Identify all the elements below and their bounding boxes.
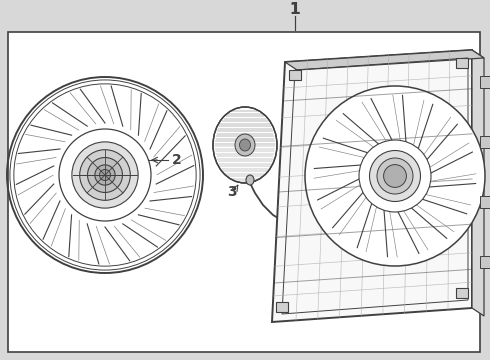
Circle shape: [377, 158, 413, 194]
Text: 3: 3: [227, 185, 237, 199]
Circle shape: [95, 165, 115, 185]
Polygon shape: [472, 50, 484, 316]
Bar: [276, 302, 288, 312]
Circle shape: [305, 86, 485, 266]
Bar: [8, 32, 480, 352]
Circle shape: [369, 150, 420, 202]
FancyBboxPatch shape: [288, 202, 318, 222]
Bar: [456, 288, 468, 298]
Circle shape: [359, 140, 431, 212]
Text: 1: 1: [290, 3, 300, 18]
Circle shape: [384, 165, 406, 188]
Circle shape: [99, 170, 111, 180]
Circle shape: [80, 150, 130, 200]
Polygon shape: [272, 50, 472, 322]
Bar: [456, 58, 468, 68]
Ellipse shape: [240, 139, 250, 151]
Circle shape: [72, 142, 138, 208]
Bar: [480, 76, 490, 88]
Circle shape: [15, 85, 195, 265]
Ellipse shape: [246, 175, 254, 185]
Bar: [480, 136, 490, 148]
Circle shape: [88, 158, 122, 193]
Ellipse shape: [235, 134, 255, 156]
Bar: [289, 70, 301, 80]
Circle shape: [59, 129, 151, 221]
Ellipse shape: [213, 107, 277, 183]
Text: 2: 2: [172, 153, 182, 167]
Bar: [480, 256, 490, 268]
Polygon shape: [285, 50, 484, 70]
Text: 1: 1: [290, 3, 300, 18]
Bar: [480, 196, 490, 208]
